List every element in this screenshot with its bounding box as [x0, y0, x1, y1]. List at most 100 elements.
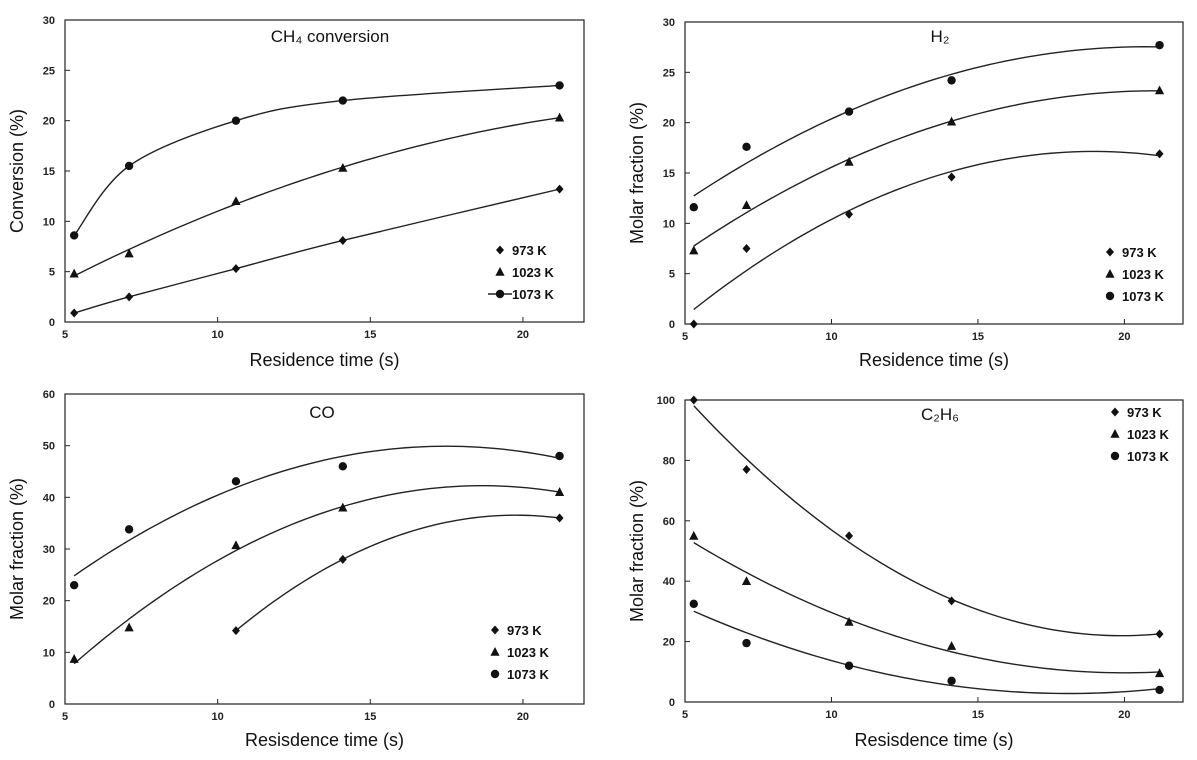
data-point	[1155, 40, 1164, 50]
chart-title: C₂H₆	[921, 405, 959, 424]
trend-curve	[693, 46, 1160, 197]
data-point	[844, 156, 854, 166]
data-point	[689, 395, 698, 405]
chart-co: 5 10 15 20 0 10 20 30 40 50 60 Resisdence time (s) M…	[0, 382, 598, 760]
data-point	[742, 244, 751, 253]
data-point	[125, 292, 134, 302]
plot-frame	[64, 19, 585, 323]
data-point	[338, 502, 348, 512]
trend-curve	[693, 610, 1160, 695]
legend-label: 1023 K	[1127, 427, 1170, 442]
y-tick-label: 0	[669, 697, 675, 709]
series-1023-k	[689, 530, 1165, 678]
data-point	[231, 116, 241, 125]
data-point	[124, 248, 134, 258]
data-point	[338, 235, 347, 245]
series-1073-k	[69, 445, 564, 590]
y-tick-label: 15	[43, 166, 55, 178]
data-point	[742, 142, 751, 152]
x-tick-label: 15	[972, 709, 984, 721]
data-point	[844, 616, 854, 626]
data-point	[689, 319, 698, 329]
y-tick-label: 40	[663, 576, 675, 588]
y-tick-label: 5	[49, 267, 55, 279]
data-point	[689, 203, 698, 212]
data-point	[1155, 629, 1164, 639]
series-973-k	[231, 513, 564, 636]
trend-curve	[73, 485, 560, 665]
legend-marker	[495, 289, 505, 299]
x-tick-label: 10	[825, 709, 837, 721]
legend-label: 1023 K	[507, 645, 550, 660]
legend-label: 973 K	[1122, 245, 1157, 260]
y-tick-label: 30	[43, 544, 55, 556]
data-point	[947, 676, 956, 686]
legend-marker	[1105, 291, 1115, 301]
data-point	[338, 462, 348, 471]
legend: 973 K 1023 K 1073 K	[490, 623, 550, 682]
legend-label: 1073 K	[507, 667, 550, 682]
data-point	[947, 172, 956, 182]
series-1023-k	[69, 112, 565, 278]
data-point	[845, 531, 854, 541]
y-tick-label: 25	[663, 67, 675, 79]
trend-curve	[693, 90, 1160, 247]
y-tick-label: 5	[669, 269, 675, 281]
x-tick-label: 5	[682, 709, 688, 721]
y-axis-label: Molar fraction (%)	[627, 480, 647, 622]
series-973-k	[689, 395, 1164, 639]
x-tick-label: 20	[517, 711, 529, 723]
y-axis-label: Molar fraction (%)	[627, 102, 647, 244]
plot-frame	[684, 399, 1184, 703]
chart-c2h6-svg: 5 10 15 20 0 20 40 60 80 100 Resisdence time (s) Mo…	[627, 395, 1184, 750]
x-tick-label: 20	[1118, 709, 1130, 721]
legend: 973 K 1023 K 1073 K	[1110, 405, 1170, 464]
data-point	[231, 196, 241, 205]
x-tick-label: 5	[682, 331, 688, 343]
legend-marker	[491, 625, 499, 635]
x-tick-label: 15	[364, 711, 376, 723]
trend-curve	[73, 445, 560, 577]
trend-curve	[693, 542, 1160, 674]
legend-label: 1023 K	[1122, 267, 1165, 282]
x-axis-label: Residence time (s)	[859, 350, 1009, 370]
data-point	[555, 184, 564, 194]
data-point	[231, 477, 241, 486]
data-point	[946, 116, 957, 126]
legend-marker	[496, 245, 504, 255]
legend-marker	[1110, 429, 1120, 438]
x-tick-label: 10	[825, 331, 837, 343]
data-point	[231, 540, 241, 550]
y-tick-label: 0	[49, 317, 55, 329]
data-point	[845, 209, 854, 219]
x-tick-label: 15	[364, 329, 376, 341]
data-point	[338, 96, 348, 105]
chart-h2: 5 10 15 20 0 5 10 15 20 25 30 Residence time (s) Mol…	[610, 0, 1197, 380]
data-point	[69, 580, 79, 590]
data-point	[554, 487, 565, 496]
x-tick-label: 5	[62, 329, 68, 341]
legend-label: 973 K	[512, 243, 547, 258]
chart-title: CH₄ conversion	[271, 27, 389, 46]
data-point	[1155, 149, 1164, 159]
trend-curve	[693, 150, 1160, 310]
x-axis-label: Residence time (s)	[249, 350, 399, 370]
data-point	[124, 525, 134, 534]
data-point	[742, 464, 751, 474]
data-point	[555, 513, 564, 523]
legend-marker	[490, 669, 500, 679]
data-point	[555, 81, 564, 90]
legend-label: 1073 K	[1122, 289, 1165, 304]
series-973-k	[689, 149, 1164, 329]
legend-marker	[490, 647, 500, 656]
x-tick-label: 10	[212, 711, 224, 723]
x-tick-label: 15	[972, 331, 984, 343]
chart-ch4-conversion: 5 10 15 20 0 5 10 15 20 25 30 Residence time (s) Con…	[0, 0, 598, 380]
data-point	[844, 661, 854, 670]
data-point	[1154, 85, 1165, 95]
data-point	[946, 641, 957, 650]
y-tick-label: 80	[663, 455, 675, 467]
data-point	[741, 200, 752, 210]
